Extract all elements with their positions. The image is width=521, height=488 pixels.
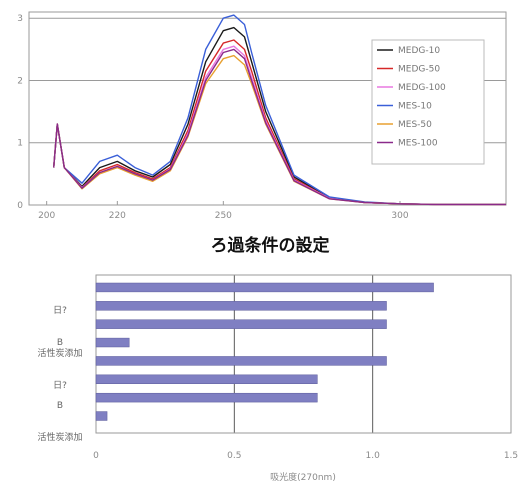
spectrum-series-mes-100 [53,48,506,206]
spectrum-y-tick-label: 1 [17,139,23,149]
bar-mark [95,282,434,293]
legend-entry: MEDG-50 [398,65,440,75]
bar-category-label: 日? [53,380,67,391]
bar-series [95,282,434,421]
spectrum-chart: 0 1 2 3 200 220 250 300 MEDG-10 MEDG-50 MEDG-100… [17,11,507,221]
bar-mark [95,356,387,366]
bar-category-label: B [57,401,63,411]
bar-x-tick-label: 0.5 [227,451,241,461]
spectrum-y-tick-label: 0 [17,201,23,211]
spectrum-x-tick-label: 250 [215,211,232,221]
bar-gridlines [233,275,374,433]
legend-box [371,39,485,165]
spectrum-plot-frame [28,11,507,206]
bar-mark [95,411,108,421]
bar-mark [95,337,130,348]
spectrum-y-axis: 0 1 2 3 [17,14,23,211]
bar-category-label: B [57,338,63,348]
bar-plot-frame [95,274,512,434]
bar-x-tick-label: 0 [93,451,99,461]
bar-mark [95,319,387,329]
bar-category-label: 活性炭添加 [37,347,82,359]
spectrum-legend: MEDG-10 MEDG-50 MEDG-100 MES-10 MES-50 MES-10… [371,39,485,165]
spectrum-x-axis: 200 220 250 300 [38,201,409,221]
spectrum-y-tick-label: 3 [17,14,23,24]
spectrum-x-tick-label: 200 [38,211,55,221]
legend-entry: MES-50 [398,120,432,130]
bar-category-label: 活性炭添加 [37,431,82,443]
bar-mark [95,392,318,403]
legend-entry: MES-10 [398,102,432,112]
bar-x-tick-label: 1.5 [504,451,518,461]
legend-entry: MEDG-100 [398,83,446,93]
legend-entry: MEDG-10 [398,46,440,56]
chart-caption: ろ過条件の設定 [211,235,330,256]
bar-mark [95,301,387,311]
bar-x-axis-label: 吸光度(270nm) [270,471,336,483]
spectrum-x-tick-label: 300 [391,211,408,221]
bar-mark [95,374,318,384]
spectrum-series [53,14,506,206]
spectrum-x-tick-label: 220 [109,211,126,221]
bar-x-tick-label: 1.0 [366,451,381,461]
bar-x-axis: 0 0.5 1.0 1.5 [93,451,518,461]
spectrum-y-tick-label: 2 [17,76,23,86]
bar-category-label: 日? [53,305,67,316]
legend-entry: MES-100 [398,139,438,149]
